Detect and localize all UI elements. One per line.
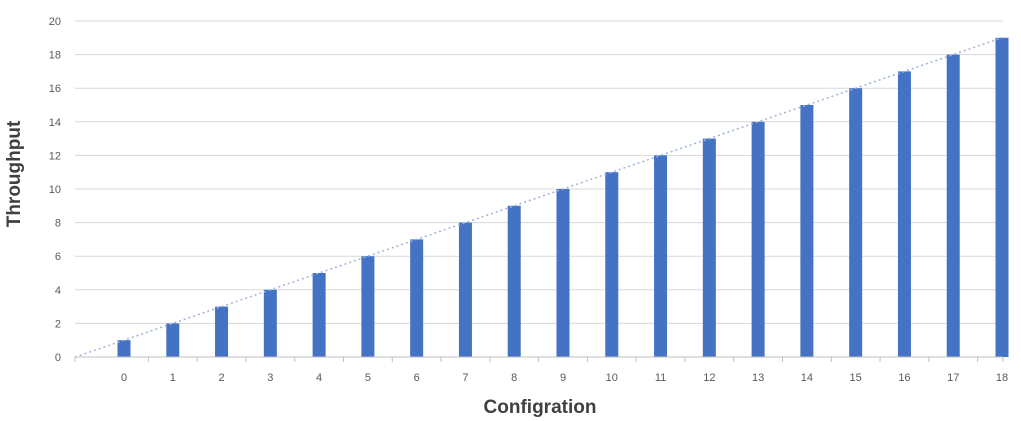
x-tick-label: 4 [316,372,322,384]
y-axis-title: Throughput [4,120,25,227]
bar [605,172,619,357]
y-tick-label: 6 [55,251,61,263]
y-tick-label: 4 [55,285,61,297]
x-tick-label: 6 [414,372,420,384]
x-tick-label: 17 [947,372,959,384]
bar [117,340,131,357]
x-tick-label: 12 [703,372,715,384]
x-tick-label: 16 [898,372,910,384]
y-tick-label: 12 [49,150,61,162]
x-tick-label: 14 [801,372,813,384]
x-tick-label: 3 [267,372,273,384]
x-axis [74,356,1004,362]
y-tick-label: 20 [49,16,61,28]
x-tick-label: 8 [511,372,517,384]
y-tick-label: 2 [55,318,61,330]
bar [849,88,863,357]
trendline-group [74,36,1004,358]
bar [458,222,472,357]
y-tick-label: 8 [55,218,61,230]
bar [166,323,180,357]
x-tick-label: 1 [170,372,176,384]
x-tick-label: 11 [655,372,666,384]
gridlines [75,20,1003,324]
bar-series [117,37,1009,358]
y-tick-label: 16 [49,83,61,95]
x-tick-label: 2 [218,372,224,384]
x-tick-label: 5 [365,372,371,384]
y-tick-label: 18 [49,50,61,62]
y-tick-label: 10 [49,184,61,196]
bar [751,121,765,357]
bar [312,273,326,357]
x-axis-title: Configration [484,397,597,418]
y-tick-label: 0 [55,352,61,364]
bar [702,138,716,357]
bar [361,256,375,357]
bar [556,189,570,357]
bar [995,37,1009,358]
x-tick-label: 13 [752,372,764,384]
trendline [74,36,1004,358]
bar [800,105,814,357]
x-tick-label: 9 [560,372,566,384]
bar [410,239,424,357]
bar [215,306,229,357]
x-axis-ticks: 0 1 2 3 4 5 6 7 8 9 10 11 12 13 14 15 16 17 18 [121,372,1008,384]
y-axis-ticks: 0 2 4 6 8 10 12 14 16 18 20 [49,16,61,364]
x-tick-label: 18 [996,372,1008,384]
x-tick-label: 10 [606,372,618,384]
bar [897,71,911,358]
x-tick-label: 0 [121,372,127,384]
bar [654,155,668,357]
bar [507,205,521,357]
y-tick-label: 14 [49,117,61,129]
bar [263,289,277,357]
x-tick-label: 7 [462,372,468,384]
x-tick-label: 15 [850,372,862,384]
bar [946,54,960,357]
